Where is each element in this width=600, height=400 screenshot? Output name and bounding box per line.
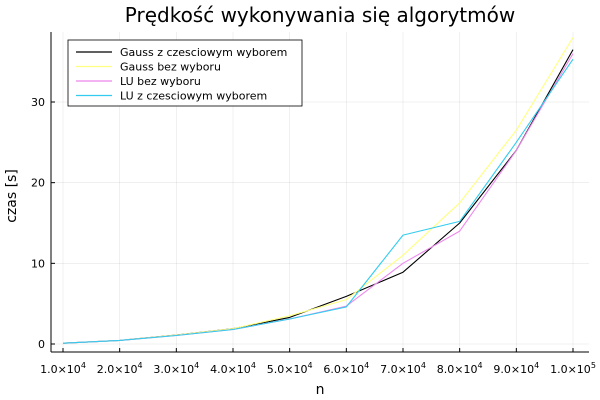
y-tick-label: 20 (31, 177, 45, 190)
x-tick-label: 2.0×104 (97, 361, 143, 376)
y-axis-label: czas [s] (4, 169, 20, 223)
x-tick-label: 6.0×104 (323, 361, 369, 376)
x-tick-label: 4.0×104 (210, 361, 256, 376)
grid-lines (51, 32, 589, 352)
chart-title: Prędkość wykonywania się algorytmów (125, 3, 515, 27)
y-tick-label: 0 (38, 338, 45, 351)
y-tick-label: 30 (31, 96, 45, 109)
x-tick-label: 9.0×104 (493, 361, 539, 376)
y-tick-label: 10 (31, 257, 45, 270)
axes (50, 32, 589, 353)
legend-label: LU z czesciowym wyborem (120, 90, 267, 103)
x-axis-label: n (316, 382, 325, 398)
legend-label: Gauss z czesciowym wyborem (120, 46, 287, 59)
tick-labels: 1.0×104 2.0×104 3.0×104 4.0×104 5.0×104 6.0×1… (31, 96, 596, 376)
x-tick-label: 3.0×104 (153, 361, 199, 376)
x-tick-label: 7.0×104 (380, 361, 426, 376)
legend-label: LU bez wyboru (120, 75, 201, 88)
legend-label: Gauss bez wyboru (120, 61, 221, 74)
series-line (62, 58, 574, 344)
x-tick-label: 1.0×104 (40, 361, 86, 376)
x-tick-label: 8.0×104 (437, 361, 483, 376)
x-tick-label: 5.0×104 (267, 361, 313, 376)
x-tick-label: 1.0×105 (550, 361, 596, 376)
series-lines (62, 37, 574, 344)
legend: Gauss z czesciowym wyborem Gauss bez wybo… (67, 39, 303, 107)
